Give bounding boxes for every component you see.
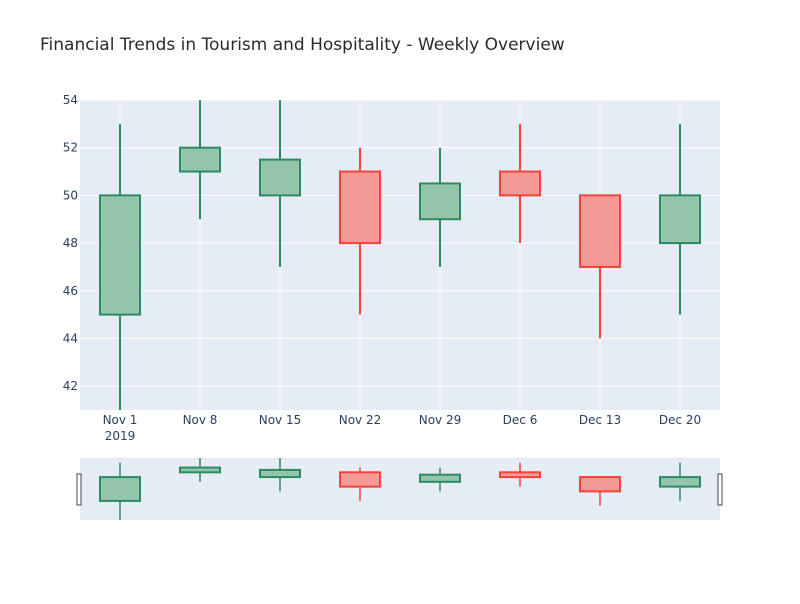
chart-title: Financial Trends in Tourism and Hospital… [40,35,565,55]
slider-candle-body [419,473,461,483]
x-year-label: 2019 [105,429,136,443]
slider-candle [499,462,541,487]
x-tick-label: Nov 8 [183,413,218,427]
candle-body [419,182,461,221]
candle-body [179,146,221,173]
candle-increasing [259,100,301,267]
x-axis: Nov 1 Nov 8 Nov 15 Nov 22 Nov 29 Dec 6 Dec 13 D… [103,413,702,443]
candles [99,100,701,410]
slider-candle-body [659,476,701,488]
candle-decreasing [339,147,381,315]
slider-candle [419,467,461,492]
slider-candle [259,458,301,492]
slider-candle-body [99,476,141,502]
y-axis: 42 44 46 48 50 52 54 [63,93,78,393]
candle-decreasing [499,123,541,244]
slider-candle-body [339,471,381,488]
range-slider-right-handle[interactable] [717,473,723,506]
slider-candle [99,462,141,520]
y-tick-label: 52 [63,141,78,155]
x-tick-label: Dec 13 [579,413,621,427]
slider-candle-body [259,468,301,479]
slider-candle [339,467,381,501]
slider-candle-body [579,476,621,493]
candle-body [339,170,381,245]
range-slider-background[interactable] [80,458,720,520]
slider-candle-body [499,471,541,479]
slider-candle [659,462,701,501]
candle-decreasing [579,194,621,339]
x-tick-label: Nov 1 [103,413,138,427]
y-tick-label: 42 [63,379,78,393]
x-tick-label: Nov 29 [419,413,462,427]
x-tick-label: Nov 22 [339,413,382,427]
y-tick-label: 50 [63,188,78,202]
candle-increasing [99,123,141,410]
range-slider-left-handle[interactable] [76,473,82,506]
y-tick-label: 48 [63,236,78,250]
x-tick-label: Dec 6 [503,413,538,427]
plot-area [80,100,720,410]
slider-candle [179,458,221,482]
x-tick-label: Dec 20 [659,413,701,427]
candle-body [499,170,541,197]
slider-candle-body [179,466,221,474]
candle-increasing [659,123,701,315]
slider-candle [579,476,621,506]
candle-increasing [179,100,221,220]
candle-body [99,194,141,316]
y-tick-label: 54 [63,93,78,107]
candle-body [579,194,621,268]
range-slider-candles [99,458,701,520]
candle-increasing [419,147,461,267]
y-tick-label: 44 [63,331,78,345]
y-tick-label: 46 [63,284,78,298]
candle-body [259,158,301,197]
x-tick-label: Nov 15 [259,413,302,427]
candle-body [659,194,701,245]
